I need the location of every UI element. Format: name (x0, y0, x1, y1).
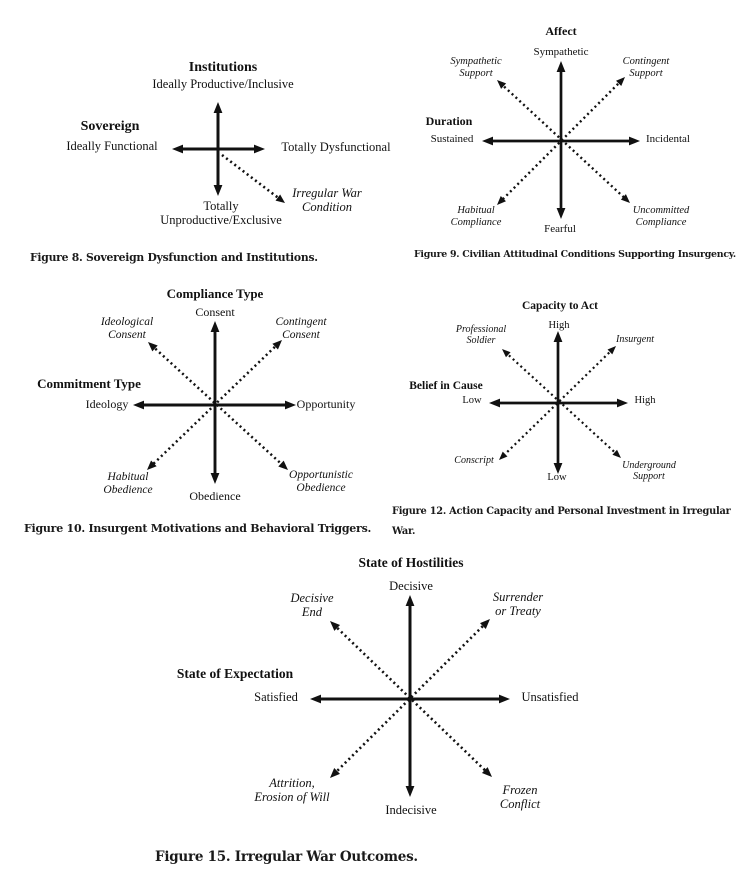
fig10-axis-bottom-label: Obedience (189, 489, 241, 503)
fig15-caption: Figure 15. Irregular War Outcomes. (155, 849, 418, 865)
fig12-diagonal-bottom-left-label: Conscript (454, 455, 494, 466)
fig15-axis-top-label: Decisive (389, 579, 433, 593)
fig15-axis-left-label: Satisfied (254, 690, 298, 704)
fig9-vertical-axis-title: Affect (545, 24, 577, 38)
fig8-axis-top-label: Ideally Productive/Inclusive (152, 77, 294, 91)
fig10-diagonal-top-right-label: Contingent Consent (275, 316, 327, 341)
fig10-axis-left-label: Ideology (85, 397, 129, 411)
fig8-vertical-axis-title: Institutions (188, 60, 258, 75)
fig12-axis-right-label: High (634, 395, 656, 406)
fig15-horizontal-axis-title: State of Expectation (176, 666, 294, 681)
fig9-axis-top-label: Sympathetic (533, 46, 589, 58)
fig10-caption: Figure 10. Insurgent Motivations and Beh… (24, 522, 372, 535)
fig9-diagonal-top-left-label: Sympathetic Support (450, 56, 502, 79)
fig9-axis-right-label: Incidental (646, 133, 690, 145)
fig10-diagonal-top-left-label: Ideological Consent (100, 316, 154, 341)
fig15-axis-right-label: Unsatisfied (521, 690, 579, 704)
fig12-axis-bottom-label: Low (547, 472, 567, 483)
fig10-diagonal-bottom-left-label: Habitual Obedience (103, 471, 153, 496)
fig10-vertical-axis-title: Compliance Type (166, 286, 264, 301)
fig15-diagonal-bottom-left-label: Attrition, Erosion of Will (254, 776, 330, 804)
fig9-diagonal-top-right-label: Contingent Support (622, 56, 670, 79)
fig12-horizontal-axis-title: Belief in Cause (409, 380, 483, 392)
fig12-vertical-axis-title: Capacity to Act (521, 300, 599, 312)
fig15-axis-bottom-label: Indecisive (385, 803, 437, 817)
fig10-horizontal-axis-title: Commitment Type (37, 376, 141, 391)
fig12-diagonal-bottom-right-label: Underground Support (622, 460, 676, 483)
fig10-axis-top-label: Consent (195, 305, 235, 319)
fig12-diagonal-top-left-label: Professional Soldier (455, 324, 507, 347)
fig8-caption: Figure 8. Sovereign Dysfunction and Inst… (30, 251, 318, 264)
fig12-diagonal-top-right-label: Insurgent (616, 334, 654, 345)
fig8-horizontal-axis-title: Sovereign (80, 119, 140, 134)
fig15-diagonal-top-right-label: Surrender or Treaty (492, 590, 544, 618)
fig12-axis-left-label: Low (462, 395, 482, 406)
fig9-horizontal-axis-title: Duration (425, 114, 473, 128)
fig8-axis-left-label: Ideally Functional (66, 139, 158, 153)
fig9-diagonal-bottom-right-label: Uncommitted Compliance (632, 205, 690, 228)
fig9-diagonal-bottom-left-label: Habitual Compliance (450, 205, 502, 228)
fig8-axis-bottom-label: Totally Unproductive/Exclusive (160, 199, 282, 227)
fig12-caption: Figure 12. Action Capacity and Personal … (392, 506, 731, 537)
fig15-vertical-axis-title: State of Hostilities (358, 555, 464, 570)
fig9-axis-bottom-label: Fearful (544, 223, 576, 235)
fig15-diagonal-bottom-right-label: Frozen Conflict (499, 783, 541, 811)
fig15-diagonal-top-left-label: Decisive End (290, 591, 334, 619)
fig9-caption: Figure 9. Civilian Attitudinal Condition… (414, 249, 736, 260)
fig8-axis-right-label: Totally Dysfunctional (281, 140, 391, 154)
fig9-axis-left-label: Sustained (430, 133, 474, 145)
fig12-axis-top-label: High (548, 320, 570, 331)
fig8-diagonal-label-irregular-war-condition: Irregular War Condition (292, 186, 362, 214)
fig10-diagonal-bottom-right-label: Opportunistic Obedience (289, 469, 353, 494)
fig10-axis-right-label: Opportunity (296, 397, 356, 411)
